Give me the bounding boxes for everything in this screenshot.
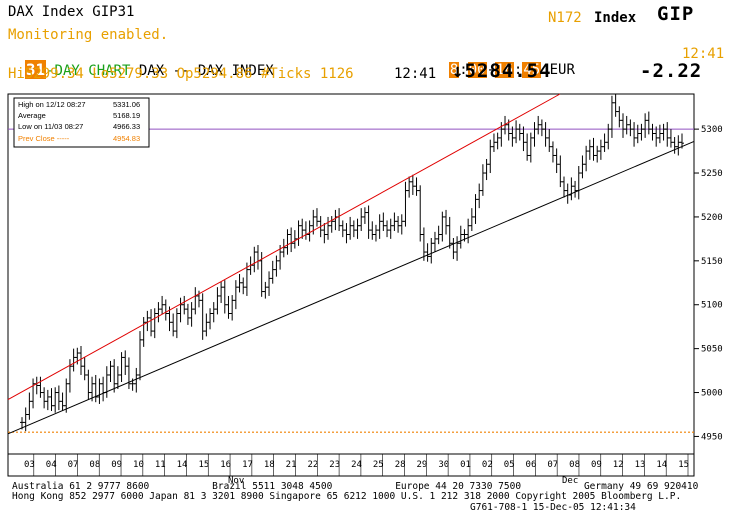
date-label: 02 [482,460,493,470]
date-label: 11 [155,460,166,470]
y-tick-label: 5200 [701,213,723,223]
y-tick-label: 5000 [701,389,723,399]
footer-line-3: G761-708-1 15-Dec-05 12:41:34 [470,502,636,513]
days-field[interactable]: 31 [24,60,47,79]
lower-trend-channel [7,140,695,435]
session-start-min[interactable]: 00 [467,62,487,78]
symbol-description: DAX -- DAX INDEX [138,63,274,79]
clock: 12:41 [682,46,725,62]
stats-line: Hi5299.34 Lo5279.33 Op5294.86 #Ticks 112… [8,66,354,82]
footer-line-1: Australia 61 2 9777 8600 Brazil 5511 304… [12,481,699,492]
date-label: 08 [569,460,580,470]
footer-line-2: Hong Kong 852 2977 6000 Japan 81 3 3201 … [12,491,682,502]
date-label: 29 [417,460,428,470]
date-label: 14 [656,460,667,470]
plot-area [7,93,695,455]
date-label: 09 [111,460,122,470]
date-label: 03 [24,460,35,470]
date-label: 30 [438,460,449,470]
date-label: 16 [220,460,231,470]
y-tick-label: 5100 [701,301,723,311]
upper-trend-channel [7,93,561,400]
session-end-hour[interactable]: 16 [495,62,514,78]
date-label: 04 [46,460,57,470]
chart-descriptor: 31-DAY CHART DAX -- DAX INDEX [8,46,274,79]
session-start-hour[interactable]: 8 [448,62,460,78]
date-label: 10 [133,460,144,470]
date-label: 12 [613,460,624,470]
date-label: 01 [460,460,471,470]
date-label: 09 [591,460,602,470]
chart-type-label: -DAY CHART [46,63,131,79]
function-code[interactable]: GIP [657,3,695,25]
legend-low-value: 4966.33 [113,122,140,131]
session-times: 8:00-16:45 EUR [448,62,575,78]
date-label: 07 [68,460,79,470]
date-label: 21 [286,460,297,470]
date-label: 25 [373,460,384,470]
legend-avg-label: Average [18,111,46,120]
date-label: 15 [678,460,689,470]
legend-low-label: Low on 11/03 08:27 [18,122,83,131]
y-tick-label: 5300 [701,125,723,135]
legend-avg-value: 5168.19 [113,111,140,120]
date-label: 24 [351,460,362,470]
y-tick-label: 5050 [701,345,723,355]
ticker-code[interactable]: N172 [548,10,582,26]
net-change: -2.22 [640,60,703,82]
date-axis-strip [7,453,695,477]
date-label: 07 [547,460,558,470]
legend-high-value: 5331.06 [113,100,140,109]
date-label: 28 [395,460,406,470]
date-label: 15 [198,460,209,470]
y-tick-label: 5150 [701,257,723,267]
date-label: 08 [89,460,100,470]
date-label: 22 [307,460,318,470]
y-tick-label: 4950 [701,432,723,442]
date-label: 14 [177,460,188,470]
window-title: DAX Index GIP31 [8,4,135,20]
last-time: 12:41 [394,66,437,82]
y-tick-label: 5250 [701,169,723,179]
month-label: Nov [228,476,244,484]
session-end-min[interactable]: 45 [522,62,542,78]
chart-legend: High on 12/12 08:27 5331.06 Average 5168… [13,97,150,148]
legend-prevclose-value: 4954.83 [113,134,140,143]
date-label: 18 [264,460,275,470]
date-label: 17 [242,460,253,470]
date-label: 06 [526,460,537,470]
date-label: 23 [329,460,340,470]
legend-prevclose-label: Prev Close ----- [18,134,70,143]
date-label: 05 [504,460,515,470]
date-label: 13 [635,460,646,470]
monitoring-status: Monitoring enabled. [8,27,169,43]
month-label: Dec [562,476,578,484]
price-chart[interactable]: 4950 5000 5050 5100 5150 5200 5250 5300 03 04 07 0… [0,86,736,484]
index-label: Index [594,10,637,26]
last-price: ↓5284.54 [452,60,552,82]
currency: EUR [549,62,575,78]
legend-high-label: High on 12/12 08:27 [18,100,86,109]
